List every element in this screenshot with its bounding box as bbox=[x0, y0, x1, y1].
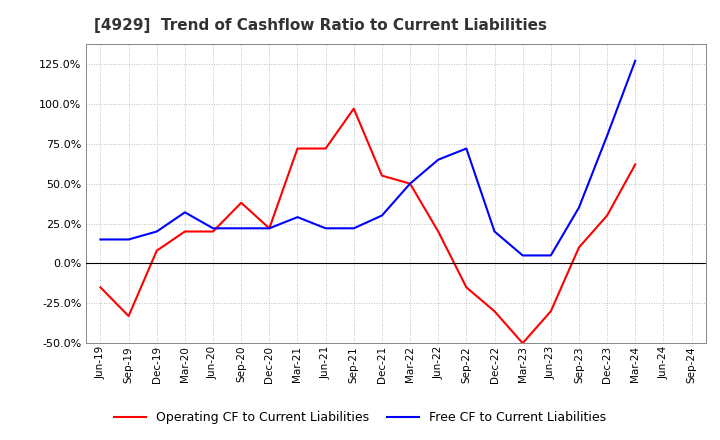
Operating CF to Current Liabilities bbox=[406, 181, 415, 186]
Text: [4929]  Trend of Cashflow Ratio to Current Liabilities: [4929] Trend of Cashflow Ratio to Curren… bbox=[94, 18, 546, 33]
Free CF to Current Liabilities bbox=[293, 214, 302, 220]
Free CF to Current Liabilities bbox=[181, 210, 189, 215]
Operating CF to Current Liabilities bbox=[603, 213, 611, 218]
Operating CF to Current Liabilities bbox=[181, 229, 189, 234]
Free CF to Current Liabilities bbox=[125, 237, 133, 242]
Free CF to Current Liabilities bbox=[265, 226, 274, 231]
Operating CF to Current Liabilities bbox=[153, 248, 161, 253]
Free CF to Current Liabilities bbox=[377, 213, 386, 218]
Operating CF to Current Liabilities bbox=[349, 106, 358, 111]
Operating CF to Current Liabilities bbox=[265, 226, 274, 231]
Free CF to Current Liabilities bbox=[321, 226, 330, 231]
Free CF to Current Liabilities bbox=[209, 226, 217, 231]
Free CF to Current Liabilities bbox=[406, 181, 415, 186]
Operating CF to Current Liabilities bbox=[546, 308, 555, 314]
Free CF to Current Liabilities bbox=[462, 146, 471, 151]
Operating CF to Current Liabilities bbox=[125, 313, 133, 319]
Free CF to Current Liabilities bbox=[546, 253, 555, 258]
Operating CF to Current Liabilities bbox=[293, 146, 302, 151]
Operating CF to Current Liabilities bbox=[96, 285, 105, 290]
Free CF to Current Liabilities bbox=[518, 253, 527, 258]
Operating CF to Current Liabilities bbox=[462, 285, 471, 290]
Operating CF to Current Liabilities bbox=[377, 173, 386, 178]
Line: Operating CF to Current Liabilities: Operating CF to Current Liabilities bbox=[101, 109, 635, 343]
Operating CF to Current Liabilities bbox=[518, 341, 527, 346]
Operating CF to Current Liabilities bbox=[321, 146, 330, 151]
Free CF to Current Liabilities bbox=[575, 205, 583, 210]
Operating CF to Current Liabilities bbox=[434, 229, 443, 234]
Free CF to Current Liabilities bbox=[349, 226, 358, 231]
Free CF to Current Liabilities bbox=[603, 133, 611, 139]
Free CF to Current Liabilities bbox=[631, 58, 639, 63]
Free CF to Current Liabilities bbox=[490, 229, 499, 234]
Operating CF to Current Liabilities bbox=[575, 245, 583, 250]
Operating CF to Current Liabilities bbox=[631, 162, 639, 167]
Free CF to Current Liabilities bbox=[96, 237, 105, 242]
Line: Free CF to Current Liabilities: Free CF to Current Liabilities bbox=[101, 61, 635, 256]
Operating CF to Current Liabilities bbox=[490, 308, 499, 314]
Legend: Operating CF to Current Liabilities, Free CF to Current Liabilities: Operating CF to Current Liabilities, Fre… bbox=[109, 407, 611, 429]
Free CF to Current Liabilities bbox=[153, 229, 161, 234]
Free CF to Current Liabilities bbox=[434, 157, 443, 162]
Operating CF to Current Liabilities bbox=[237, 200, 246, 205]
Operating CF to Current Liabilities bbox=[209, 229, 217, 234]
Free CF to Current Liabilities bbox=[237, 226, 246, 231]
